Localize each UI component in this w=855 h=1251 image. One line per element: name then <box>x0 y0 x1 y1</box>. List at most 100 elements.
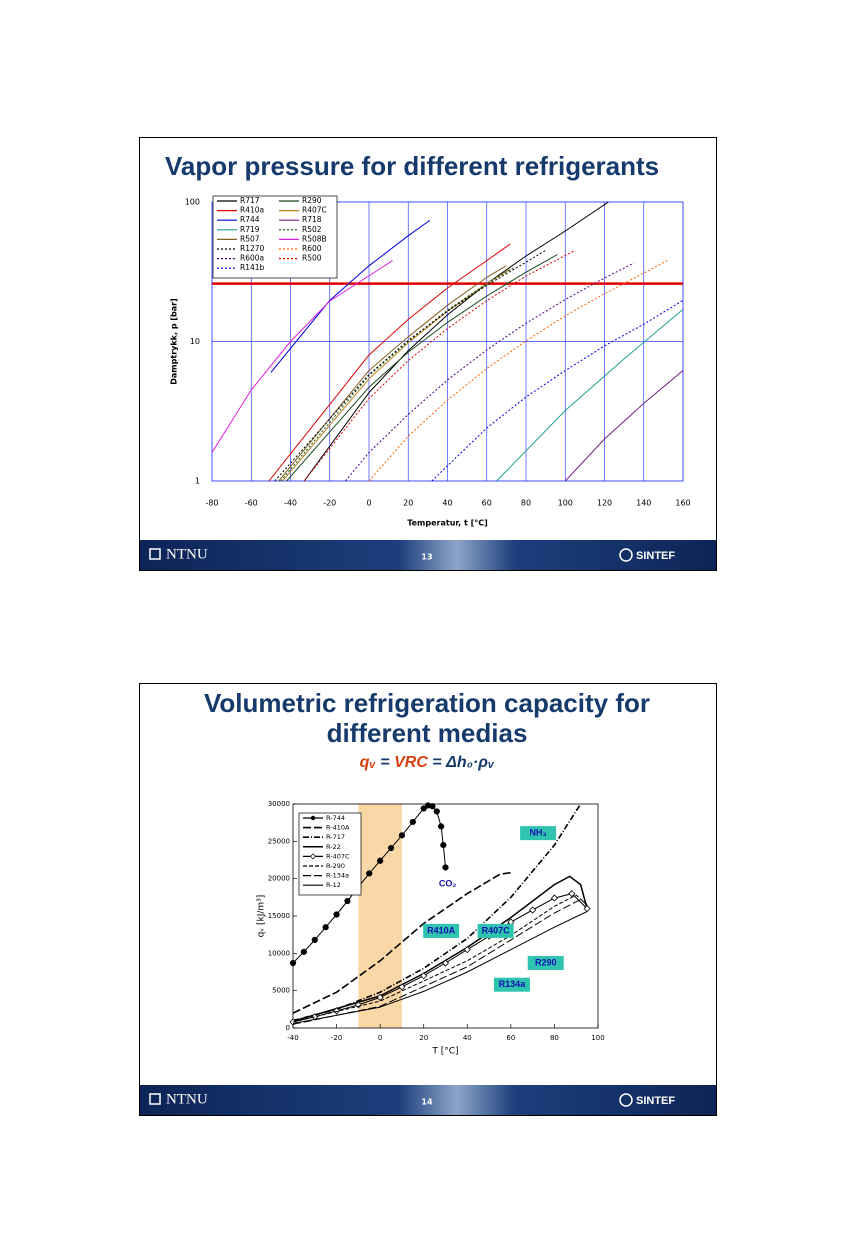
x-tick-label: 0 <box>366 499 371 508</box>
legend-marker <box>310 853 316 860</box>
marker <box>333 911 340 918</box>
legend-label: R-12 <box>326 881 341 889</box>
x-tick-label: 20 <box>403 499 413 508</box>
x-tick-label: -20 <box>323 499 336 508</box>
plot-frame <box>211 201 684 482</box>
annotation: R290 <box>535 957 557 967</box>
series-line <box>270 219 431 373</box>
legend-label: R-744 <box>326 814 345 822</box>
marker <box>440 841 447 849</box>
x-tick-label: 160 <box>675 499 690 508</box>
legend-label: R-407C <box>326 852 350 860</box>
marker <box>300 948 307 955</box>
series-line <box>293 871 512 1014</box>
series-line <box>278 265 507 481</box>
marker <box>377 857 384 864</box>
legend-box <box>212 195 338 279</box>
marker <box>409 818 416 826</box>
series-line <box>286 254 558 481</box>
plot-frame <box>292 803 599 1029</box>
x-tick-label: -40 <box>287 1034 298 1042</box>
x-axis-label: Temperatur, t [°C] <box>407 519 488 528</box>
y-axis-label: qᵥ [kJ/m³] <box>257 895 267 938</box>
marker <box>387 844 395 852</box>
x-tick-label: 40 <box>463 1034 472 1042</box>
formula-part: qᵥ <box>360 754 377 771</box>
annotation-box <box>423 923 460 938</box>
y-tick-label: 25000 <box>268 837 290 845</box>
marker <box>398 832 406 839</box>
marker <box>441 959 450 967</box>
marker <box>289 959 297 967</box>
legend-label: R717 <box>240 196 260 205</box>
legend-label: R410a <box>240 206 264 215</box>
series-line <box>293 875 588 1023</box>
y-tick-label: 5000 <box>272 987 290 995</box>
x-tick-label: -40 <box>284 499 297 508</box>
series-line <box>293 911 588 1024</box>
marker <box>442 864 449 871</box>
marker <box>550 894 558 902</box>
marker <box>529 906 537 914</box>
legend-label: R-134a <box>326 872 349 880</box>
footer-right: SINTEF <box>636 1095 675 1107</box>
series-line <box>431 299 683 481</box>
x-axis-label: T [°C] <box>431 1047 458 1057</box>
x-tick-label: 0 <box>378 1034 382 1042</box>
legend-label: R-717 <box>326 833 345 841</box>
series-line <box>268 243 511 481</box>
x-tick-label: 140 <box>636 499 651 508</box>
sintef-logo <box>619 548 633 562</box>
legend-label: R500 <box>302 254 322 263</box>
slide-title: Vapor pressure for different refrigerant… <box>165 151 659 181</box>
x-tick-label: 80 <box>550 1034 559 1042</box>
series-line <box>303 202 609 481</box>
x-tick-label: 20 <box>419 1034 428 1042</box>
legend-label: R290 <box>302 196 322 205</box>
legend-label: R-290 <box>326 862 345 870</box>
y-axis-label: Damptrykk, p [bar] <box>170 298 179 384</box>
formula-part: = Δh₀·ρᵥ <box>428 754 495 771</box>
marker <box>420 805 427 812</box>
marker <box>376 993 384 1001</box>
legend-marker <box>310 815 316 821</box>
x-tick-label: 60 <box>482 499 492 508</box>
annotation-box <box>520 826 557 841</box>
x-tick-label: 60 <box>506 1034 515 1042</box>
annotation: R410A <box>427 925 456 935</box>
annotation: R407C <box>482 925 511 935</box>
ntnu-logo <box>149 1093 161 1105</box>
annotation: R134a <box>499 979 527 989</box>
y-tick-label: 30000 <box>268 800 290 808</box>
legend-label: R744 <box>240 215 260 224</box>
legend-label: R-410A <box>326 824 350 832</box>
series-line <box>496 309 683 481</box>
series-line <box>293 899 588 1025</box>
series-line <box>345 262 635 481</box>
legend-label: R407C <box>302 206 327 215</box>
series-line <box>280 266 515 481</box>
page-number: 14 <box>421 1098 433 1107</box>
series-line <box>212 260 393 453</box>
marker <box>344 897 351 905</box>
legend-label: R600 <box>302 244 322 253</box>
annotation: NH₃ <box>530 827 547 837</box>
legend-label: R507 <box>240 234 260 243</box>
footer-left: NTNU <box>166 546 208 562</box>
x-tick-label: 80 <box>521 499 531 508</box>
marker <box>568 890 576 898</box>
marker <box>438 823 445 830</box>
legend-label: R508B <box>302 234 327 243</box>
series-line <box>368 260 668 481</box>
page-number: 13 <box>421 553 432 562</box>
footer-right: SINTEF <box>636 550 675 562</box>
x-tick-label: 100 <box>558 499 573 508</box>
annotation-box <box>527 956 564 971</box>
slide: Volumetric refrigeration capacity for di… <box>139 683 717 1116</box>
x-tick-label: 100 <box>591 1034 604 1042</box>
y-tick-label: 0 <box>286 1024 290 1032</box>
footer-left: NTNU <box>166 1091 208 1107</box>
x-tick-label: -20 <box>331 1034 342 1042</box>
x-tick-label: 120 <box>597 499 612 508</box>
y-tick-label: 15000 <box>268 912 290 920</box>
